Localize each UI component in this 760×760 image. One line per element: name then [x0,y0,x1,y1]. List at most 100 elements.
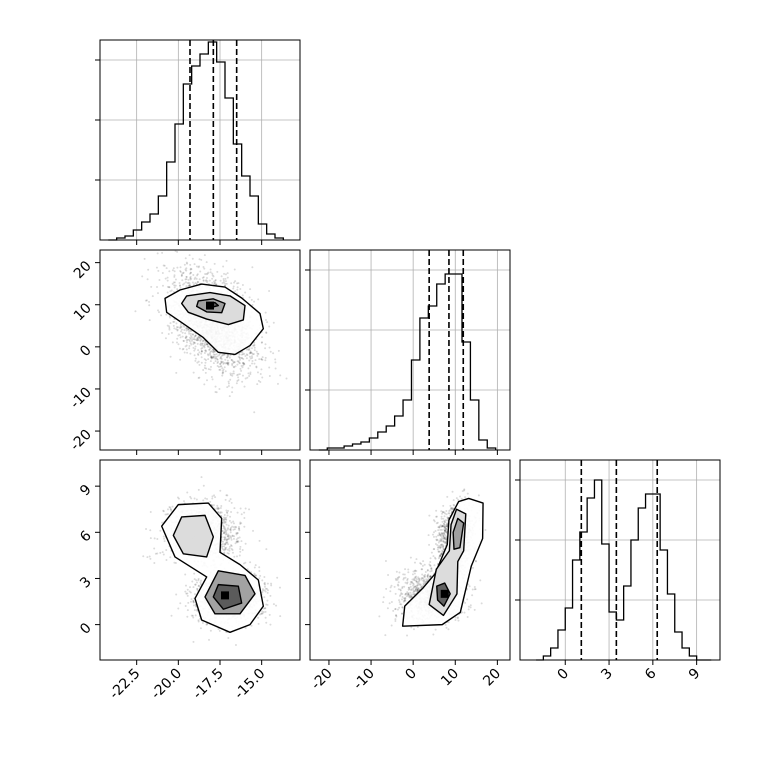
scatter-point [175,593,178,596]
scatter-point [226,538,229,541]
scatter-point [183,329,186,332]
scatter-point [192,341,195,344]
scatter-point [210,347,213,350]
scatter-point [193,342,196,345]
scatter-point [238,357,241,360]
scatter-point [219,512,222,515]
scatter-point [241,353,244,356]
scatter-point [228,534,231,537]
scatter-point [228,536,231,539]
scatter-point [256,371,259,374]
scatter-point [164,337,167,340]
scatter-point [279,374,282,377]
scatter-point [173,327,176,330]
scatter-point [203,345,206,348]
scatter-point [223,551,226,554]
scatter-point [196,273,199,276]
scatter-point [208,346,211,349]
scatter-point [235,538,238,541]
scatter-point [166,276,169,279]
scatter-point [263,585,266,588]
scatter-point [194,359,197,362]
scatter-point [211,274,214,277]
scatter-point [196,280,199,283]
scatter-point [243,516,246,519]
scatter-point [234,365,237,368]
scatter-point [201,621,204,624]
scatter-point [218,368,221,371]
scatter-point [221,360,224,363]
scatter-point [224,498,227,501]
scatter-point [192,604,195,607]
scatter-point [246,354,249,357]
scatter-point [194,338,197,341]
scatter-point [429,561,432,564]
scatter-point [216,358,219,361]
scatter-point [184,336,187,339]
scatter-point [220,361,223,364]
scatter-point [261,358,264,361]
scatter-point [264,610,267,613]
scatter-point [244,377,247,380]
scatter-point [240,369,243,372]
scatter-point [197,585,200,588]
scatter-point [203,364,206,367]
scatter-point [151,295,154,298]
scatter-point [274,358,277,361]
scatter-point [189,352,192,355]
scatter-point [192,616,195,619]
scatter-point [239,522,242,525]
scatter-point [219,357,222,360]
scatter-point [184,584,187,587]
scatter-point [203,366,206,369]
scatter-point [172,320,175,323]
scatter-point [226,276,229,279]
scatter-point [211,356,214,359]
scatter-point [212,348,215,351]
scatter-point [198,278,201,281]
scatter-point [167,333,170,336]
scatter-point [192,371,195,374]
scatter-point [176,250,179,253]
scatter-point [212,355,215,358]
scatter-point [204,371,207,374]
scatter-point [223,513,226,516]
scatter-point [220,361,223,364]
scatter-point [224,282,227,285]
scatter-point [261,588,264,591]
scatter-point [185,267,188,270]
scatter-point [199,343,202,346]
scatter-point [251,304,254,307]
scatter-point [202,499,205,502]
scatter-point [192,338,195,341]
scatter-point [264,359,267,362]
scatter-point [248,508,251,511]
scatter-point [477,494,480,497]
scatter-point [188,332,191,335]
scatter-point [226,272,229,275]
scatter-point [451,490,454,493]
scatter-point [145,299,148,302]
scatter-point [182,500,185,503]
scatter-point [226,362,229,365]
scatter-point [200,349,203,352]
scatter-point [219,368,222,371]
scatter-point [194,614,197,617]
scatter-point [202,279,205,282]
scatter-point [226,514,229,517]
scatter-point [227,527,230,530]
scatter-point [184,590,187,593]
scatter-point [233,268,236,271]
scatter-point [247,367,250,370]
scatter-point [249,561,252,564]
scatter-point [223,538,226,541]
scatter-point [209,350,212,353]
scatter-point [249,288,252,291]
scatter-point [200,337,203,340]
y-tick-label: 20 [71,258,95,282]
scatter-point [191,257,194,260]
scatter-point [199,581,202,584]
scatter-point [166,285,169,288]
scatter-point [260,368,263,371]
scatter-point [256,352,259,355]
